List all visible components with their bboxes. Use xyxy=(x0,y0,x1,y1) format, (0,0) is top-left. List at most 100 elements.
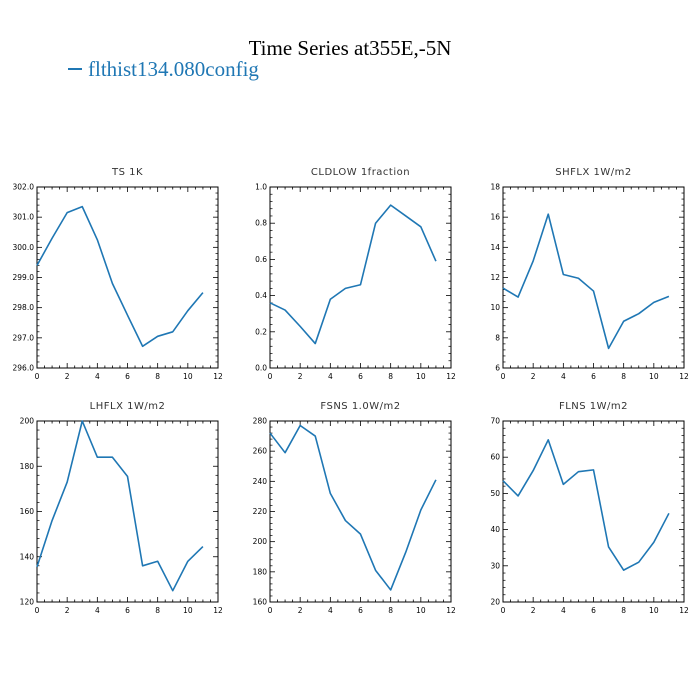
y-tick-label: 0.0 xyxy=(255,364,267,373)
y-tick-label: 40 xyxy=(490,525,500,534)
x-tick-label: 10 xyxy=(416,606,426,615)
plot-frame xyxy=(269,186,452,369)
x-tick-label: 2 xyxy=(531,606,536,615)
series-line xyxy=(269,424,437,591)
x-tick-label: 6 xyxy=(358,606,363,615)
x-tick-label: 4 xyxy=(561,606,566,615)
plot-frame xyxy=(269,420,452,603)
x-tick-label: 4 xyxy=(95,372,100,381)
x-tick-label: 12 xyxy=(213,606,223,615)
y-tick-label: 60 xyxy=(490,453,500,462)
plot-frame xyxy=(502,420,685,603)
y-tick-label: 180 xyxy=(253,567,268,576)
y-tick-label: 200 xyxy=(253,537,268,546)
y-tick-label: 220 xyxy=(253,507,268,516)
x-tick-label: 12 xyxy=(679,372,689,381)
y-tick-label: 299.0 xyxy=(13,273,35,282)
x-tick-label: 12 xyxy=(446,372,456,381)
panel-2: CLDLOW 1fraction 0 2 4 6 8 10 12 0.0 0.2 0.4 0.6 0.8… xyxy=(255,167,456,381)
x-tick-label: 0 xyxy=(268,372,273,381)
x-tick-label: 8 xyxy=(621,606,626,615)
y-tick-label: 160 xyxy=(20,507,35,516)
panel-5: FSNS 1.0W/m2 0 2 4 6 8 10 12 160 180 200 220 240 260 2… xyxy=(253,401,456,615)
y-tick-label: 0.6 xyxy=(255,255,267,264)
panel-6: FLNS 1W/m2 0 2 4 6 8 10 12 20 30 40 50 60 70 xyxy=(490,401,689,615)
x-tick-label: 10 xyxy=(649,372,659,381)
x-tick-label: 2 xyxy=(531,372,536,381)
x-tick-label: 8 xyxy=(621,372,626,381)
y-tick-label: 30 xyxy=(490,561,500,570)
panel-3: SHFLX 1W/m2 0 2 4 6 8 10 12 6 8 10 12 14 16 18 xyxy=(490,167,689,381)
series-line xyxy=(502,439,670,571)
y-tick-label: 6 xyxy=(495,364,500,373)
x-tick-label: 6 xyxy=(125,372,130,381)
y-tick-label: 0.2 xyxy=(255,327,267,336)
legend-label: flthist134.080config xyxy=(88,57,259,81)
y-tick-label: 200 xyxy=(20,417,35,426)
y-tick-label: 300.0 xyxy=(13,243,35,252)
y-tick-label: 20 xyxy=(490,598,500,607)
figure-title: Time Series at355E,-5N xyxy=(248,36,452,60)
x-tick-label: 0 xyxy=(35,606,40,615)
panel-title: TS 1K xyxy=(111,167,143,178)
panel-title: SHFLX 1W/m2 xyxy=(555,167,631,178)
series-line xyxy=(36,205,204,348)
x-tick-label: 12 xyxy=(446,606,456,615)
y-tick-label: 8 xyxy=(495,333,500,342)
y-tick-label: 10 xyxy=(490,303,500,312)
x-tick-label: 6 xyxy=(125,606,130,615)
series-line xyxy=(502,213,670,350)
x-tick-label: 4 xyxy=(95,606,100,615)
x-tick-label: 6 xyxy=(591,372,596,381)
legend-line-swatch xyxy=(68,68,82,71)
y-tick-label: 120 xyxy=(20,598,35,607)
y-tick-label: 14 xyxy=(490,243,500,252)
y-tick-label: 12 xyxy=(490,273,500,282)
x-tick-label: 12 xyxy=(213,372,223,381)
x-tick-label: 6 xyxy=(358,372,363,381)
x-tick-label: 10 xyxy=(416,372,426,381)
y-tick-label: 160 xyxy=(253,598,268,607)
y-tick-label: 260 xyxy=(253,447,268,456)
x-tick-label: 10 xyxy=(649,606,659,615)
x-tick-label: 12 xyxy=(679,606,689,615)
x-tick-label: 0 xyxy=(501,606,506,615)
x-tick-label: 10 xyxy=(183,606,193,615)
x-tick-label: 4 xyxy=(561,372,566,381)
x-tick-label: 4 xyxy=(328,606,333,615)
y-tick-label: 302.0 xyxy=(13,183,35,192)
panel-4: LHFLX 1W/m2 0 2 4 6 8 10 12 120 140 160 180 200 xyxy=(20,401,223,615)
y-tick-label: 280 xyxy=(253,417,268,426)
y-tick-label: 0.8 xyxy=(255,219,267,228)
y-tick-label: 16 xyxy=(490,213,500,222)
series-line xyxy=(269,204,437,345)
x-tick-label: 2 xyxy=(298,606,303,615)
y-tick-label: 70 xyxy=(490,417,500,426)
y-tick-label: 298.0 xyxy=(13,303,35,312)
x-tick-label: 4 xyxy=(328,372,333,381)
series-line xyxy=(36,420,204,592)
y-tick-label: 18 xyxy=(490,183,500,192)
y-tick-label: 50 xyxy=(490,489,500,498)
y-tick-label: 0.4 xyxy=(255,291,267,300)
y-tick-label: 297.0 xyxy=(13,333,35,342)
x-tick-label: 8 xyxy=(388,372,393,381)
x-tick-label: 8 xyxy=(155,372,160,381)
y-tick-label: 301.0 xyxy=(13,213,35,222)
x-tick-label: 6 xyxy=(591,606,596,615)
legend-entry: flthist134.080config xyxy=(68,57,259,82)
panel-title: FLNS 1W/m2 xyxy=(559,401,628,412)
panel-title: LHFLX 1W/m2 xyxy=(90,401,166,412)
panel-title: FSNS 1.0W/m2 xyxy=(320,401,400,412)
panel-title: CLDLOW 1fraction xyxy=(311,167,410,178)
x-tick-label: 10 xyxy=(183,372,193,381)
plot-frame xyxy=(36,186,219,369)
x-tick-label: 8 xyxy=(388,606,393,615)
x-tick-label: 0 xyxy=(501,372,506,381)
x-tick-label: 2 xyxy=(65,372,70,381)
plot-frame xyxy=(502,186,685,369)
y-tick-label: 1.0 xyxy=(255,183,267,192)
x-tick-label: 0 xyxy=(35,372,40,381)
y-tick-label: 180 xyxy=(20,462,35,471)
